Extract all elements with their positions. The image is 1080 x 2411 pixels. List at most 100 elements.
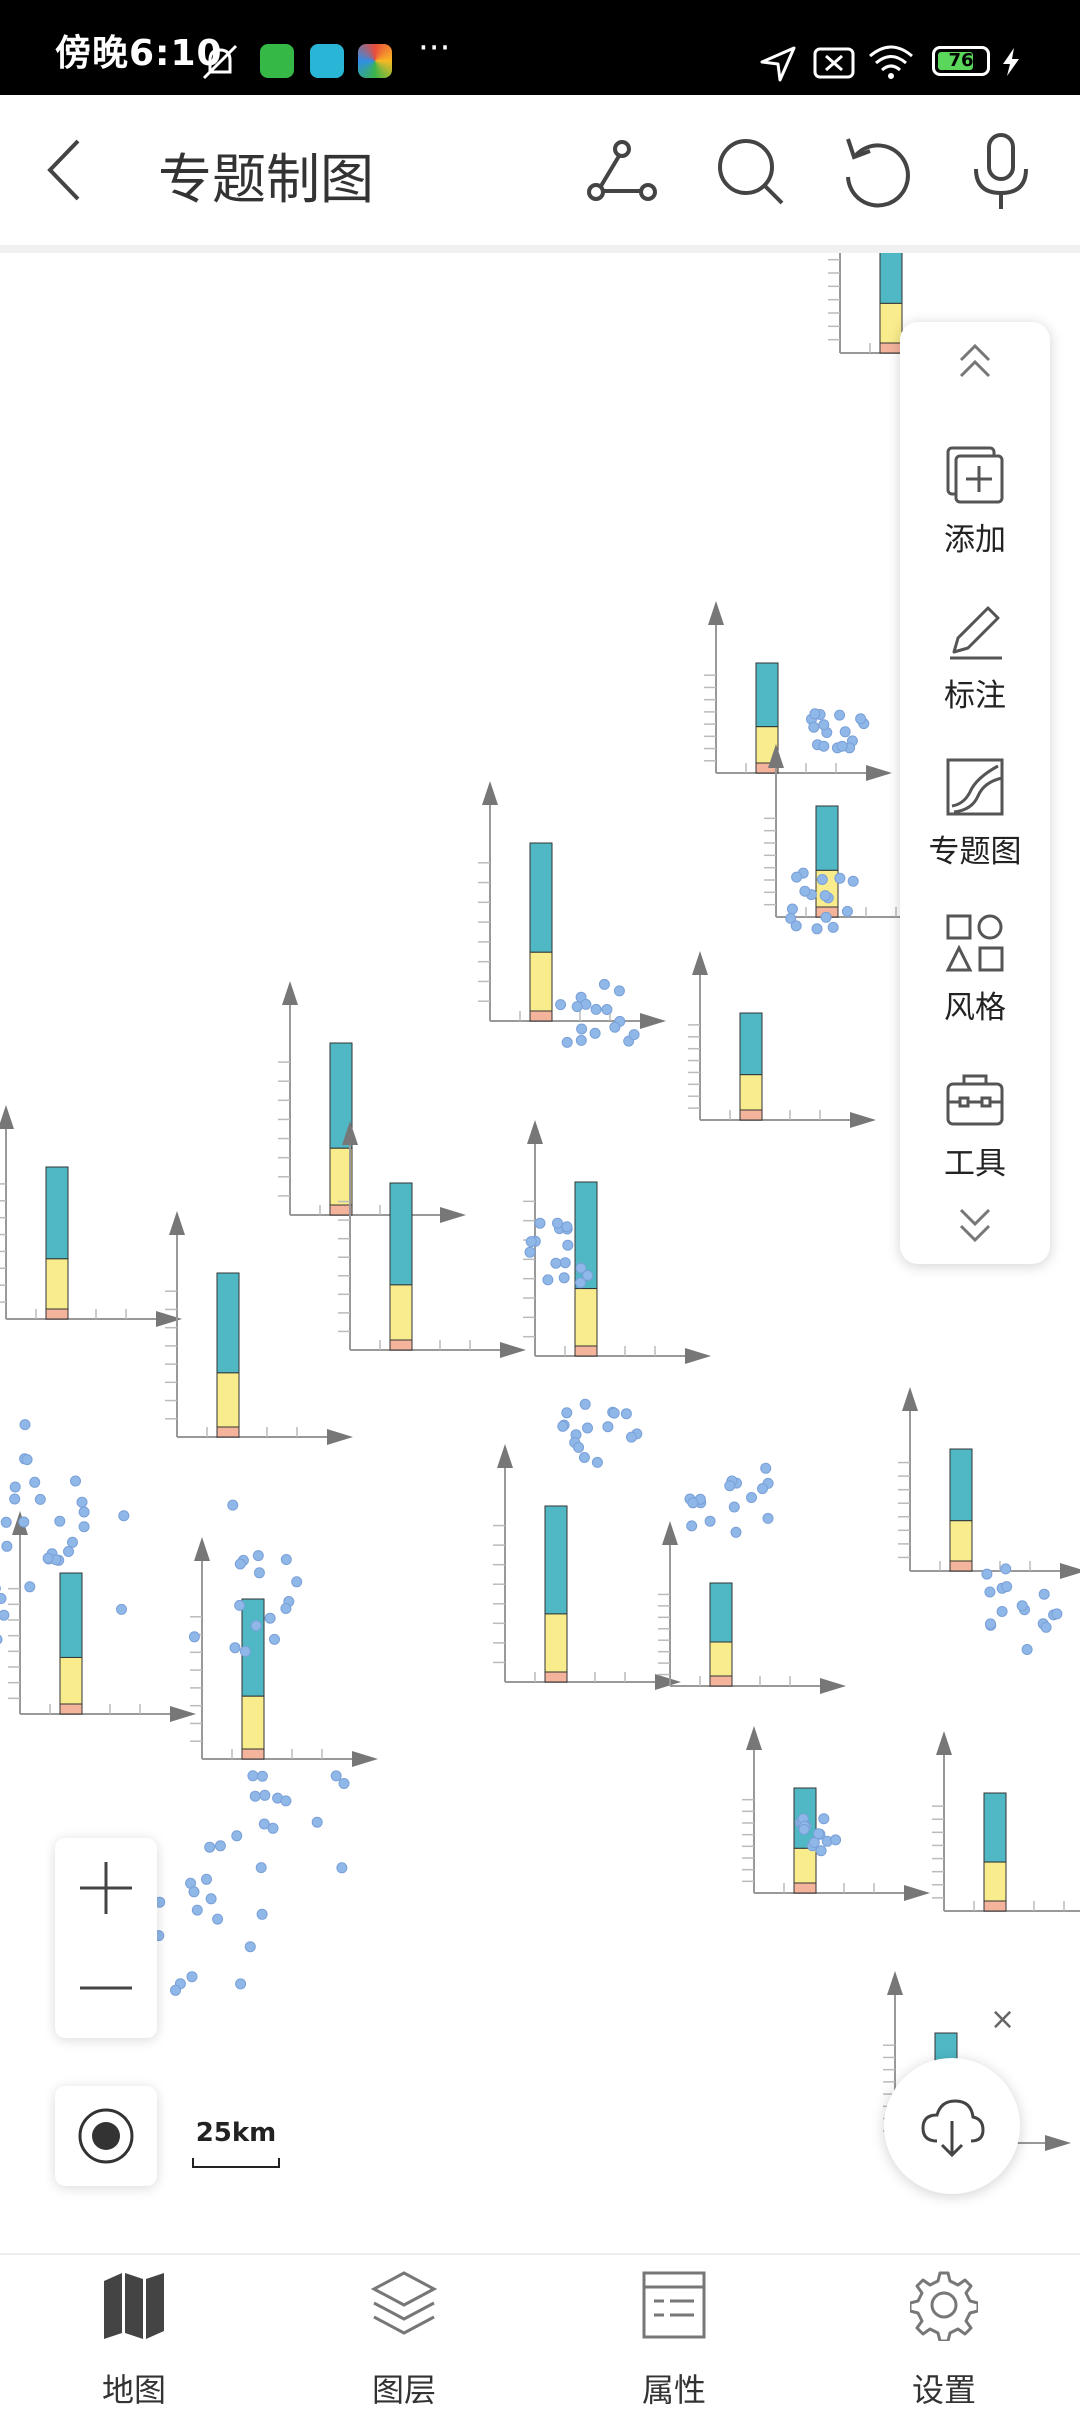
map-point — [856, 714, 866, 724]
map-point — [687, 1521, 697, 1531]
map-point — [77, 1497, 87, 1507]
map-point — [205, 1842, 215, 1852]
chart-y-arrow — [527, 1120, 543, 1144]
cloud-download-button[interactable] — [884, 2058, 1020, 2194]
side-item-tools[interactable]: 工具 — [900, 1046, 1050, 1196]
bar-segment-middle — [60, 1657, 82, 1704]
no-sim-icon — [812, 46, 856, 80]
map-point — [562, 1037, 572, 1047]
map-point — [810, 709, 820, 719]
bar-segment-middle — [530, 952, 552, 1011]
add-layer-icon — [944, 444, 1006, 506]
map-point — [1039, 1589, 1049, 1599]
side-item-label: 专题图 — [900, 826, 1050, 871]
map-point — [621, 1409, 631, 1419]
map-point — [215, 1841, 225, 1851]
map-point — [1041, 1622, 1051, 1632]
scale-line — [192, 2158, 280, 2168]
map-point — [68, 1537, 78, 1547]
side-item-add[interactable]: 添加 — [900, 422, 1050, 572]
map-point — [0, 1610, 9, 1620]
style-shapes-icon — [944, 912, 1006, 974]
chart-x-arrow — [866, 765, 892, 781]
side-item-annotate[interactable]: 标注 — [900, 578, 1050, 728]
map-point — [997, 1607, 1007, 1617]
map-point — [610, 1022, 620, 1032]
map-point — [1017, 1601, 1027, 1611]
bar-segment-middle — [545, 1614, 567, 1672]
map-point — [560, 1258, 570, 1268]
map-point — [787, 904, 797, 914]
map-point — [213, 1914, 223, 1924]
chart-x-arrow — [655, 1674, 681, 1690]
chart-y-arrow — [662, 1521, 678, 1545]
map-point — [268, 1823, 278, 1833]
map-point — [236, 1979, 246, 1989]
bar-segment-top — [390, 1183, 412, 1285]
map-point — [187, 1972, 197, 1982]
chart-x-arrow — [500, 1342, 526, 1358]
back-icon[interactable] — [20, 125, 110, 215]
bar-segment-top — [545, 1506, 567, 1614]
side-item-style[interactable]: 风格 — [900, 890, 1050, 1040]
map-scale-bar: 25km — [192, 2118, 280, 2168]
map-point — [819, 741, 829, 751]
nav-item-attributes[interactable]: 属性 — [574, 2255, 774, 2402]
map-point — [535, 1218, 545, 1228]
map-point — [20, 1420, 30, 1430]
map-point — [812, 924, 822, 934]
status-bar: 傍晚6:10 ··· 76 — [0, 0, 1080, 95]
chevron-up-icon[interactable] — [955, 340, 995, 384]
chevron-down-icon[interactable] — [955, 1202, 995, 1246]
map-point — [583, 1423, 593, 1433]
bar-segment-middle — [984, 1862, 1006, 1901]
bar-segment-base — [390, 1340, 412, 1350]
nav-item-map[interactable]: 地图 — [34, 2255, 234, 2402]
map-point — [337, 1863, 347, 1873]
zoom-out-button[interactable] — [76, 1958, 136, 2018]
bar-segment-base — [60, 1704, 82, 1714]
map-point — [119, 1511, 129, 1521]
measure-icon[interactable] — [576, 125, 666, 215]
map-point — [71, 1476, 81, 1486]
nav-item-layers[interactable]: 图层 — [304, 2255, 504, 2402]
zoom-in-button[interactable] — [76, 1858, 136, 1918]
bar-segment-top — [217, 1273, 239, 1373]
side-item-thematic[interactable]: 专题图 — [900, 734, 1050, 884]
chart-y-arrow — [194, 1537, 210, 1561]
map-point — [559, 1273, 569, 1283]
map-point — [232, 1831, 242, 1841]
chart-x-arrow — [820, 1678, 846, 1694]
bar-segment-middle — [575, 1289, 597, 1346]
map-point — [603, 1422, 613, 1432]
map-point — [206, 1894, 216, 1904]
chart-y-arrow — [482, 781, 498, 805]
map-point — [256, 1863, 266, 1873]
close-icon[interactable]: × — [990, 2002, 1015, 2037]
search-icon[interactable] — [704, 125, 794, 215]
bar-segment-middle — [880, 303, 902, 343]
chart-x-arrow — [170, 1706, 196, 1722]
side-toolbar: 添加 标注 专题图 风格 工具 — [900, 322, 1050, 1264]
settings-icon — [910, 2269, 978, 2341]
map-point — [556, 1000, 566, 1010]
chart-y-arrow — [497, 1444, 513, 1468]
map-point — [562, 1222, 572, 1232]
nav-item-settings[interactable]: 设置 — [844, 2255, 1044, 2402]
map-point — [551, 1258, 561, 1268]
bar-segment-base — [880, 343, 902, 353]
locate-button[interactable] — [55, 2086, 157, 2186]
map-point — [25, 1582, 35, 1592]
microphone-icon[interactable] — [956, 125, 1046, 215]
map-point — [43, 1553, 53, 1563]
map-point — [579, 1453, 589, 1463]
chart-y-arrow — [692, 951, 708, 975]
map-point — [192, 1905, 202, 1915]
side-item-label: 添加 — [900, 514, 1050, 559]
bar-segment-base — [710, 1676, 732, 1686]
bar-segment-top — [46, 1167, 68, 1259]
chart-x-arrow — [352, 1751, 378, 1767]
undo-icon[interactable] — [830, 125, 920, 215]
map-point — [1, 1517, 11, 1527]
map-point — [609, 1408, 619, 1418]
